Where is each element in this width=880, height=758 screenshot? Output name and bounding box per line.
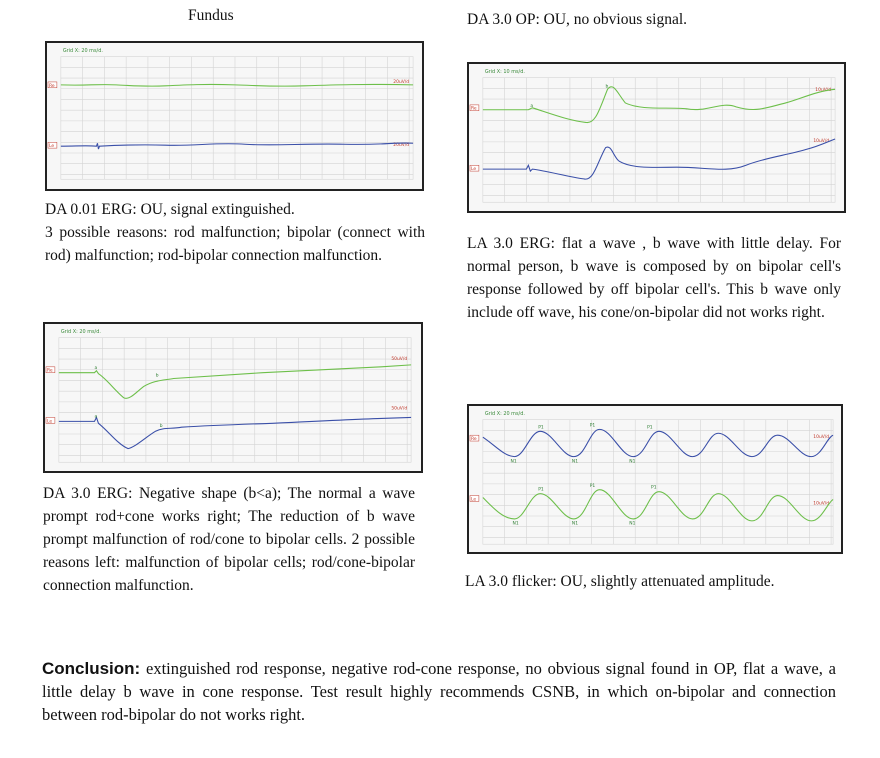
da001-grid-label: Grid X: 20 ms/d. bbox=[63, 48, 104, 54]
la30-grid-label: Grid X: 10 ms/d. bbox=[485, 69, 526, 75]
da30-erg-caption: DA 3.0 ERG: Negative shape (b<a); The no… bbox=[43, 485, 415, 594]
la30-mark-a: a bbox=[530, 104, 533, 109]
conclusion-text: extinguished rod response, negative rod-… bbox=[42, 659, 836, 724]
da001-body: 3 possible reasons: rod malfunction; bip… bbox=[45, 224, 425, 264]
la30-caption: LA 3.0 ERG: flat a wave , b wave with li… bbox=[467, 235, 841, 321]
fundus-heading: Fundus bbox=[188, 7, 234, 24]
da30-mark-b1: b bbox=[156, 373, 159, 379]
da001-ch1-label: Re bbox=[49, 83, 55, 89]
flicker-trace-left bbox=[482, 489, 834, 522]
da30-scale2: 50uV/d bbox=[391, 406, 407, 412]
da30-ch1-label: Re bbox=[47, 368, 53, 374]
flicker-caption: LA 3.0 flicker: OU, slightly attenuated … bbox=[465, 573, 775, 590]
da001-scale2: 20uV/d bbox=[393, 142, 409, 148]
flicker-mark-n5: N1 bbox=[572, 521, 578, 527]
la30-scale2: 10uV/d bbox=[813, 138, 829, 144]
flicker-mark-p2: P1 bbox=[590, 422, 596, 428]
flicker-mark-n1: N1 bbox=[511, 458, 517, 464]
da30-mark-a1: a bbox=[94, 366, 97, 371]
la30-trace-left bbox=[482, 138, 836, 180]
flicker-ch1-label: Re bbox=[471, 436, 477, 442]
conclusion-lead: Conclusion: bbox=[42, 659, 141, 678]
da30-mark-b2: b bbox=[160, 423, 163, 429]
conclusion: Conclusion: extinguished rod response, n… bbox=[42, 657, 836, 726]
flicker-chart: Grid X: 20 ms/d. Re Le 10uV/d 10uV/d P1 … bbox=[467, 404, 843, 554]
flicker-mark-p1: P1 bbox=[538, 424, 544, 430]
la30-ch2-label: Le bbox=[471, 166, 476, 172]
flicker-scale1: 10uV/d bbox=[813, 434, 829, 440]
da30-erg-chart: Grid X: 20 ms/d. Re Le 50uV/d 50uV/d a b… bbox=[43, 322, 423, 473]
flicker-mark-p4: P1 bbox=[538, 487, 544, 493]
da001-trace-right bbox=[60, 83, 414, 87]
flicker-grid-label: Grid X: 20 ms/d. bbox=[485, 411, 526, 417]
da30-op-title: DA 3.0 OP: OU, no obvious signal. bbox=[467, 11, 688, 28]
da001-caption: DA 0.01 ERG: OU, signal extinguished. bbox=[45, 201, 295, 218]
da30-scale1: 50uV/d bbox=[391, 356, 407, 362]
da001-trace-left bbox=[60, 142, 414, 150]
la30-ch1-label: Re bbox=[471, 106, 477, 112]
la30-erg-chart: Grid X: 10 ms/d. Re Le 10uV/d 10uV/d a b bbox=[467, 62, 846, 213]
da30-trace-left bbox=[58, 416, 412, 450]
flicker-mark-p5: P1 bbox=[590, 483, 596, 489]
da001-scale1: 20uV/d bbox=[393, 79, 409, 85]
flicker-mark-n2: N1 bbox=[572, 458, 578, 464]
da30-ch2-label: Le bbox=[47, 418, 52, 424]
flicker-mark-n4: N1 bbox=[513, 521, 519, 527]
da001-ch2-label: Le bbox=[49, 143, 54, 149]
flicker-mark-n3: N1 bbox=[629, 458, 635, 464]
da001-erg-chart: Grid X: 20 ms/d. Re Le 20uV/d 20uV/d bbox=[45, 41, 424, 191]
flicker-scale2: 10uV/d bbox=[813, 500, 829, 506]
la30-mark-b: b bbox=[606, 83, 609, 89]
la30-trace-right bbox=[482, 86, 836, 123]
flicker-mark-p3: P1 bbox=[647, 424, 653, 430]
flicker-trace-right bbox=[482, 428, 834, 458]
la30-scale1: 10uV/d bbox=[815, 87, 831, 93]
flicker-mark-p6: P1 bbox=[651, 485, 657, 491]
da30-grid-label: Grid X: 20 ms/d. bbox=[61, 329, 102, 335]
flicker-mark-n6: N1 bbox=[629, 521, 635, 527]
da30-trace-right bbox=[58, 364, 412, 399]
flicker-ch2-label: Le bbox=[471, 496, 476, 502]
da30-mark-a2: a bbox=[94, 414, 97, 419]
